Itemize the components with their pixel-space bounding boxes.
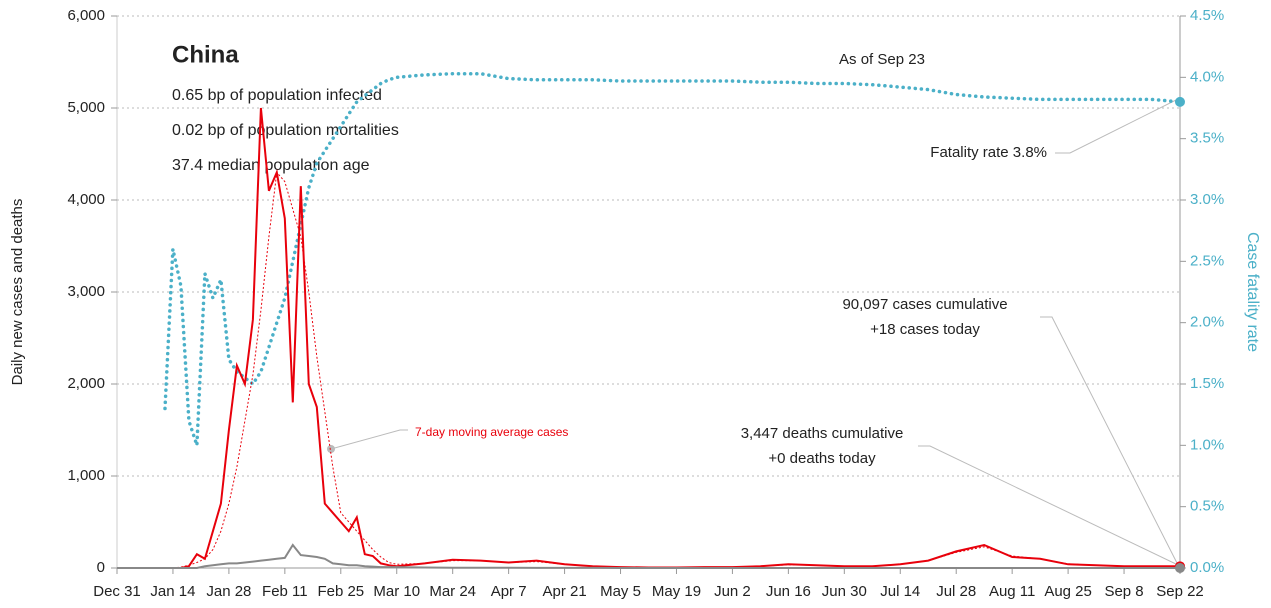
y2-tick-label: 2.0% <box>1190 314 1224 331</box>
leader-line <box>1055 98 1179 154</box>
y-tick-label: 0 <box>97 559 105 576</box>
y-tick-label: 4,000 <box>67 191 105 208</box>
x-tick-label: Jul 28 <box>936 583 976 600</box>
end-point <box>1175 563 1185 573</box>
leader-line <box>1040 316 1179 566</box>
y2-tick-label: 1.5% <box>1190 375 1224 392</box>
leader-dot <box>327 445 335 453</box>
y2-tick-label: 0.5% <box>1190 498 1224 515</box>
annotation: +18 cases today <box>870 321 980 338</box>
annotation: 3,447 deaths cumulative <box>741 425 904 442</box>
series-line <box>117 171 1181 569</box>
end-point <box>1175 96 1185 107</box>
x-tick-label: Dec 31 <box>93 583 141 600</box>
x-tick-label: May 19 <box>652 583 701 600</box>
x-tick-label: Feb 25 <box>317 583 364 600</box>
note: 0.02 bp of population mortalities <box>172 122 399 139</box>
x-tick-label: Apr 21 <box>542 583 586 600</box>
x-tick-label: Jul 14 <box>880 583 920 600</box>
x-tick-label: Jun 2 <box>714 583 751 600</box>
leader-line <box>918 445 1179 566</box>
x-tick-label: Jan 28 <box>206 583 251 600</box>
y-tick-label: 3,000 <box>67 283 105 300</box>
leader-line <box>330 429 408 450</box>
x-tick-label: Aug 25 <box>1044 583 1092 600</box>
note: 0.65 bp of population infected <box>172 87 382 104</box>
annotation: 90,097 cases cumulative <box>842 296 1007 313</box>
x-tick-label: Apr 7 <box>491 583 527 600</box>
y2-tick-label: 0.0% <box>1190 559 1224 576</box>
series-line <box>117 107 1181 569</box>
x-tick-label: Mar 24 <box>429 583 476 600</box>
annotation: +0 deaths today <box>768 450 876 467</box>
x-tick-label: Sep 22 <box>1156 583 1204 600</box>
chart-title: China <box>172 41 239 68</box>
annotation: As of Sep 23 <box>839 51 925 68</box>
y-tick-label: 2,000 <box>67 375 105 392</box>
x-tick-label: May 5 <box>600 583 641 600</box>
annotation: Fatality rate 3.8% <box>930 144 1047 161</box>
y2-tick-label: 4.5% <box>1190 7 1224 24</box>
series-label: 7-day moving average cases <box>415 425 568 439</box>
y-tick-label: 1,000 <box>67 467 105 484</box>
x-tick-label: Sep 8 <box>1104 583 1143 600</box>
x-tick-label: Feb 11 <box>262 583 308 600</box>
x-tick-label: Mar 10 <box>373 583 420 600</box>
x-tick-label: Jun 16 <box>766 583 811 600</box>
leader-lines <box>330 98 1179 566</box>
y-tick-label: 5,000 <box>67 99 105 116</box>
y-axis-label: Daily new cases and deaths <box>9 199 26 386</box>
y2-tick-label: 3.0% <box>1190 191 1224 208</box>
x-tick-label: Jun 30 <box>822 583 867 600</box>
series-line <box>117 543 1180 569</box>
y2-tick-label: 2.5% <box>1190 252 1224 269</box>
note: 37.4 median population age <box>172 157 370 174</box>
x-tick-label: Aug 11 <box>989 583 1035 600</box>
y2-tick-label: 1.0% <box>1190 436 1224 453</box>
y-tick-label: 6,000 <box>67 7 105 24</box>
y2-axis-label: Case fatality rate <box>1244 232 1261 352</box>
x-tick-label: Jan 14 <box>150 583 195 600</box>
y2-tick-label: 3.5% <box>1190 130 1224 147</box>
y2-tick-label: 4.0% <box>1190 68 1224 85</box>
